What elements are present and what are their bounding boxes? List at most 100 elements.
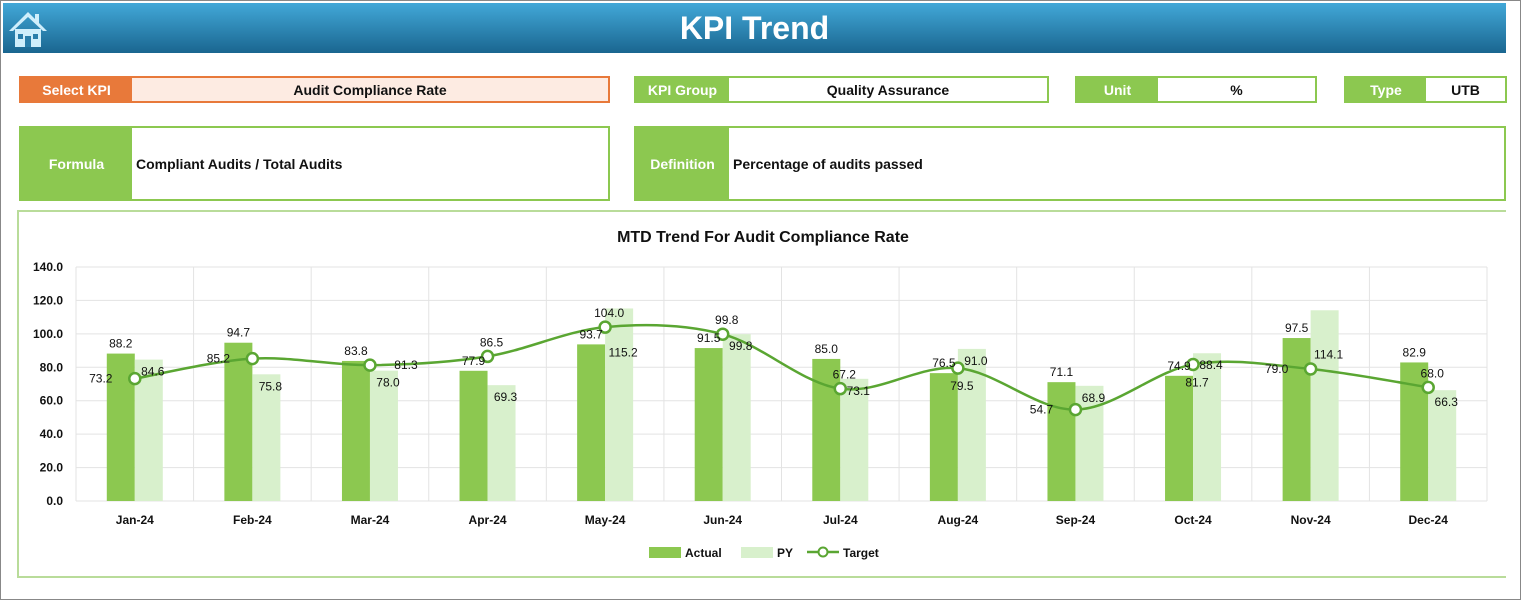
y-tick-label: 120.0 [33,293,63,307]
py-bar [1193,353,1222,501]
target-data-label: 79.0 [1265,362,1289,376]
actual-data-label: 94.7 [227,326,251,340]
target-data-label: 54.7 [1030,403,1054,417]
formula-value: Compliant Audits / Total Audits [136,155,343,172]
target-point [1068,402,1083,417]
target-point [951,361,965,375]
target-data-label: 67.2 [833,368,857,382]
py-bar [722,334,751,501]
py-bar [252,374,281,501]
py-data-label: 75.8 [259,379,283,393]
type-label: Type [1346,78,1426,101]
actual-data-label: 77.9 [462,354,486,368]
py-data-label: 115.2 [609,345,638,359]
unit-field: Unit % [1075,76,1317,103]
py-data-label: 69.3 [494,390,518,404]
target-data-label: 81.3 [394,358,418,372]
page-title: KPI Trend [679,10,830,46]
home-icon[interactable] [7,9,49,49]
select-kpi-label: Select KPI [21,78,132,101]
page-header: KPI Trend [3,3,1506,53]
target-data-label: 81.7 [1185,375,1209,389]
actual-bar [459,370,488,501]
kpi-group-label: KPI Group [636,78,729,101]
actual-data-label: 76.5 [932,356,956,370]
legend-actual-swatch [649,547,681,558]
target-data-label: 86.5 [480,335,504,349]
y-tick-label: 0.0 [46,494,63,508]
py-data-label: 91.0 [964,354,988,368]
legend-py-label: PY [777,546,793,560]
target-point [833,381,848,396]
type-value: UTB [1451,81,1480,98]
py-bar [487,385,516,501]
target-point [480,349,495,364]
target-point [128,371,142,386]
py-bar [840,378,869,501]
target-point [1421,380,1435,395]
kpi-group-field: KPI Group Quality Assurance [634,76,1049,103]
legend-target-label: Target [843,546,879,560]
x-tick-label: Mar-24 [351,513,390,527]
unit-value: % [1230,81,1243,98]
x-tick-label: Apr-24 [469,513,507,527]
select-kpi-dropdown[interactable]: Audit Compliance Rate [132,78,608,101]
unit-label: Unit [1077,78,1158,101]
actual-bar [224,342,253,501]
actual-data-label: 97.5 [1285,321,1309,335]
py-data-label: 68.9 [1082,391,1106,405]
py-bar [1428,390,1457,501]
chart-container [17,210,1506,578]
y-tick-label: 140.0 [33,260,63,274]
py-data-label: 78.0 [376,376,400,390]
target-data-label: 85.2 [207,352,231,366]
x-tick-label: Aug-24 [938,513,979,527]
legend-target-marker [817,546,829,558]
definition-field: Definition Percentage of audits passed [634,126,1506,201]
chart-title: MTD Trend For Audit Compliance Rate [617,229,909,246]
formula-field: Formula Compliant Audits / Total Audits [19,126,610,201]
type-field: Type UTB [1344,76,1507,103]
actual-data-label: 85.0 [815,342,839,356]
py-data-label: 84.6 [141,365,165,379]
target-point [598,320,612,334]
actual-data-label: 91.5 [697,331,721,345]
definition-label: Definition [636,128,729,199]
x-tick-label: Nov-24 [1291,513,1331,527]
actual-bar [1047,382,1076,501]
y-tick-label: 80.0 [40,360,64,374]
formula-label: Formula [21,128,132,199]
actual-bar [341,360,370,501]
y-tick-label: 100.0 [33,327,63,341]
x-tick-label: Feb-24 [233,513,272,527]
x-tick-label: Jan-24 [116,513,154,527]
actual-data-label: 71.1 [1050,365,1074,379]
py-bar [1310,310,1339,501]
py-data-label: 66.3 [1435,395,1459,409]
target-data-label: 79.5 [950,379,974,393]
target-point [1303,362,1318,376]
actual-data-label: 83.8 [344,344,368,358]
py-data-label: 99.8 [729,339,753,353]
actual-data-label: 74.9 [1167,359,1191,373]
actual-bar [929,373,958,501]
legend-actual-label: Actual [685,546,722,560]
target-point [363,358,377,372]
x-tick-label: Jun-24 [703,513,742,527]
actual-bar [577,344,606,501]
x-tick-label: May-24 [585,513,626,527]
py-bar [369,370,398,501]
x-tick-label: Sep-24 [1056,513,1096,527]
target-data-label: 68.0 [1421,366,1445,380]
py-data-label: 73.1 [847,384,871,398]
target-data-label: 104.0 [594,306,624,320]
legend-py-swatch [741,547,773,558]
x-tick-label: Jul-24 [823,513,858,527]
x-tick-label: Oct-24 [1174,513,1212,527]
py-data-label: 88.4 [1199,358,1223,372]
actual-data-label: 93.7 [579,327,603,341]
definition-value: Percentage of audits passed [733,155,923,172]
target-point [1186,357,1200,372]
y-tick-label: 40.0 [40,427,64,441]
